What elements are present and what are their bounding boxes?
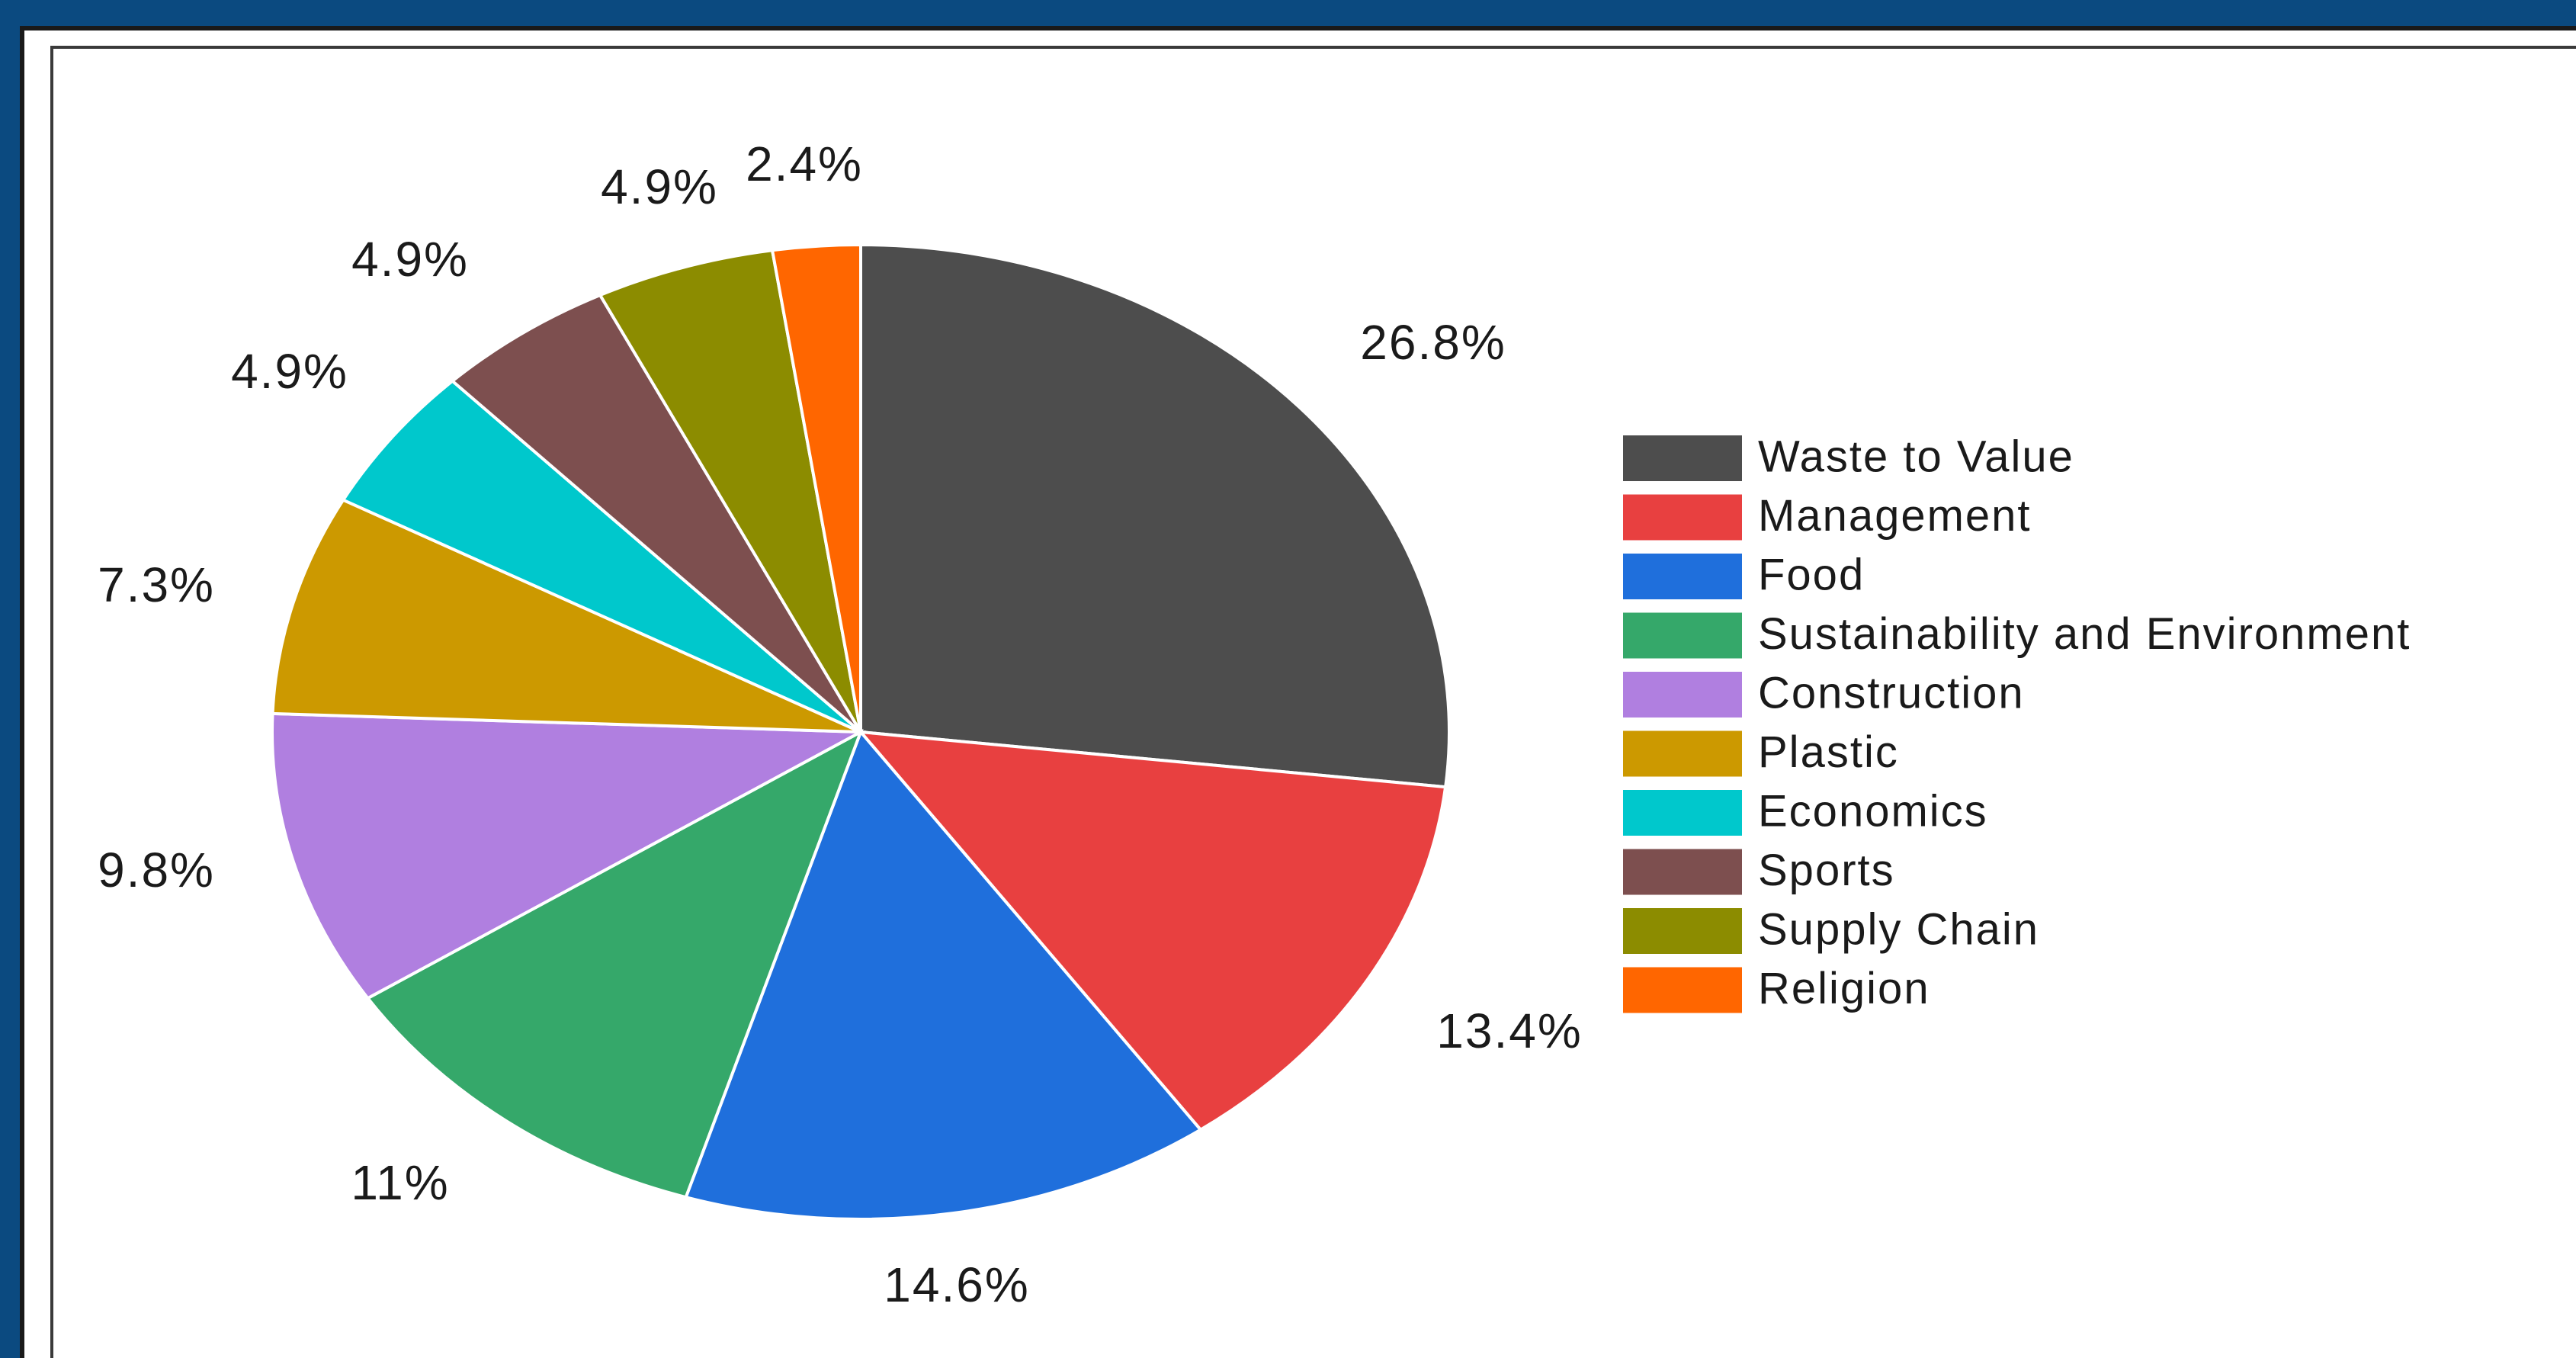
pie-slice-religion [770,242,862,733]
slice-label: 14.6% [884,1257,1029,1312]
legend-label: Waste to Value [1758,432,2074,481]
legend-item: Waste to Value [1622,432,2074,483]
legend-item: Plastic [1622,727,1899,779]
legend-swatch [1622,434,1744,483]
legend-item: Supply Chain [1622,904,2039,955]
legend-item: Management [1622,491,2032,542]
legend-label: Religion [1758,964,1930,1013]
legend-item: Sustainability and Environment [1622,609,2411,660]
legend-label: Sustainability and Environment [1758,609,2411,659]
legend-swatch [1622,729,1744,779]
chart-panel-border [50,46,2576,1358]
legend-item: Religion [1622,964,1930,1015]
legend-label: Economics [1758,786,1988,836]
pie-slice-construction [271,711,867,1000]
legend-item: Construction [1622,668,2025,719]
legend-swatch [1622,493,1744,542]
legend-item: Sports [1622,846,1895,897]
slice-label: 4.9% [231,344,348,399]
pie-slice-sustainability-and-environment [365,728,864,1199]
legend-swatch [1622,670,1744,719]
legend-swatch [1622,788,1744,837]
legend-label: Construction [1758,668,2025,718]
legend-label: Supply Chain [1758,904,2039,954]
slice-label: 9.8% [98,843,215,897]
pie-slice-management [857,730,1448,1132]
slice-label: 4.9% [351,232,469,287]
slice-label: 26.8% [1360,315,1506,370]
legend-swatch [1622,965,1744,1015]
pie-slice-sports [450,293,862,734]
legend-swatch [1622,847,1744,897]
pie-slice-waste-to-value [859,242,1451,789]
legend-label: Sports [1758,846,1895,895]
legend-label: Plastic [1758,727,1899,777]
pie-slices [271,242,1451,1221]
pie-slice-economics [341,379,862,734]
legend-item: Food [1622,550,1865,601]
legend: Waste to Value Management Food Sustainabili… [1622,432,2411,1015]
legend-label: Management [1758,491,2032,541]
legend-label: Food [1758,550,1865,599]
legend-swatch [1622,907,1744,955]
slice-label: 13.4% [1436,1003,1582,1058]
slice-label: 7.3% [98,557,215,612]
slice-label: 4.9% [601,159,718,214]
pie-slice-plastic [271,498,861,734]
pie-slice-supply-chain [598,249,862,734]
slice-label: 11% [351,1155,449,1210]
legend-swatch [1622,552,1744,601]
slice-label: 2.4% [746,136,863,191]
pie-slice-food [684,729,1203,1221]
legend-item: Economics [1622,786,1988,837]
legend-swatch [1622,611,1744,660]
slice-labels: 26.8% 13.4% 14.6% 11% 9.8% 7.3% 4.9% 4.9% 4.9% 2.… [98,136,1582,1312]
